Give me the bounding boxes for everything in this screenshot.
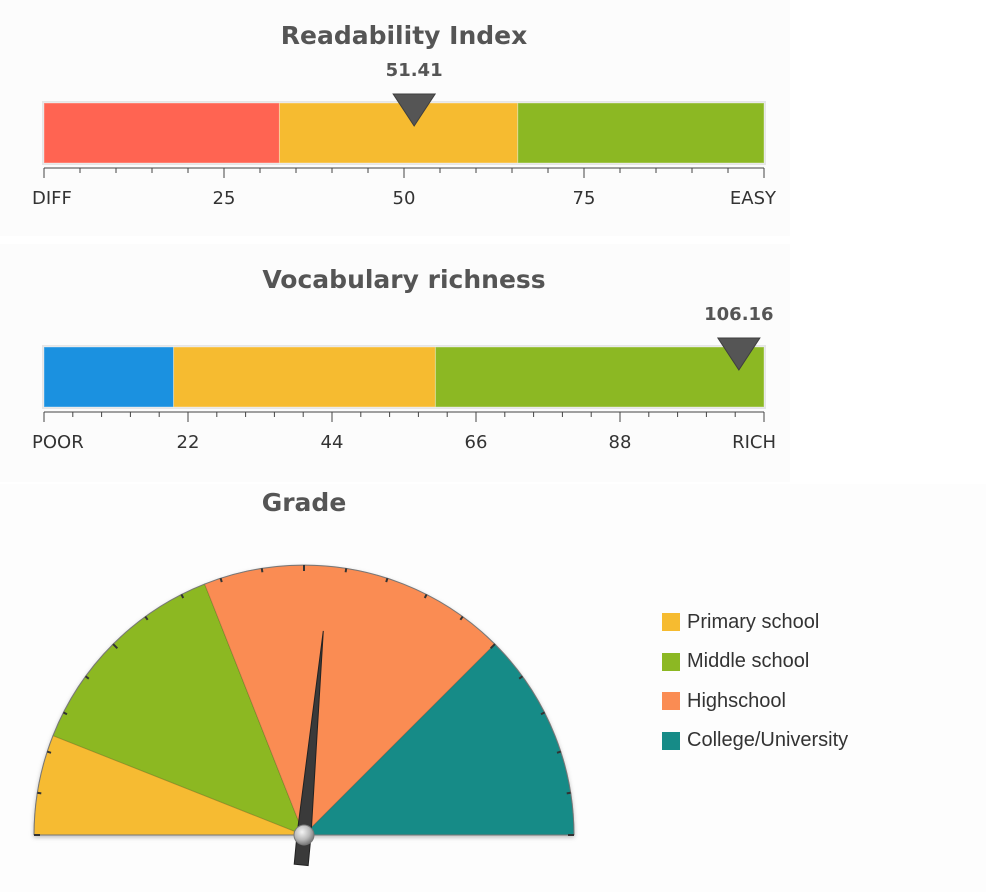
readability-gauge-panel: Readability Index DIFF 25 50 75 EASY 51.41 <box>0 0 790 236</box>
grade-tick <box>219 577 223 583</box>
gauge-tick-label: 88 <box>609 432 632 453</box>
gauge-band <box>278 102 519 164</box>
grade-tick <box>540 711 546 716</box>
legend-item-primary-school[interactable]: Primary school <box>662 610 848 633</box>
grade-tick <box>84 675 90 680</box>
gauge-tick-label: DIFF <box>32 188 72 209</box>
grade-tick <box>260 568 264 573</box>
readability-gauge-svg: Readability Index DIFF 25 50 75 EASY 51.41 <box>32 21 777 209</box>
gauge-tick-label: 75 <box>573 188 596 209</box>
legend-item-highschool[interactable]: Highschool <box>662 689 848 712</box>
grade-tick <box>144 615 149 621</box>
grade-tick <box>62 711 68 716</box>
grade-tick <box>385 577 389 583</box>
legend-swatch <box>662 692 680 710</box>
readability-ticks: DIFF 25 50 75 EASY <box>32 167 777 209</box>
legend-label: Middle school <box>687 650 810 672</box>
legend-label: Primary school <box>687 610 820 633</box>
legend-label: College/University <box>687 729 849 751</box>
gauge-band <box>43 102 280 164</box>
legend-swatch <box>662 652 680 671</box>
legend-label: Highschool <box>687 689 786 712</box>
vocabulary-marker: 106.16 <box>704 304 774 371</box>
grade-title: Grade <box>262 488 347 517</box>
gauge-band <box>43 346 175 408</box>
grade-tick <box>518 675 524 680</box>
grade-ticks <box>34 565 574 836</box>
gauge-tick-label: 25 <box>213 188 236 209</box>
gauge-tick-label: 44 <box>321 432 344 453</box>
vocabulary-bands <box>42 345 766 409</box>
readability-marker: 51.41 <box>386 60 443 127</box>
gauge-value-marker <box>716 337 761 371</box>
readability-bands <box>42 101 766 165</box>
gauge-tick-label: POOR <box>32 432 84 453</box>
grade-needle-pivot <box>293 824 315 846</box>
gauge-value-label: 51.41 <box>386 60 443 81</box>
legend-swatch <box>662 731 680 750</box>
grade-tick <box>37 791 42 795</box>
gauge-band <box>517 102 765 164</box>
gauge-value-label: 106.16 <box>704 304 773 325</box>
gauge-tick-label: 66 <box>465 432 488 453</box>
gauge-tick-label: EASY <box>730 188 777 209</box>
grade-gauge-panel: Grade Primary school Middle school Highs… <box>0 484 986 892</box>
grade-tick <box>46 750 52 754</box>
gauge-value-marker <box>392 93 437 127</box>
vocabulary-ticks: POOR 22 44 66 88 RICH <box>32 411 776 453</box>
grade-legend: Primary school Middle school Highschool … <box>662 610 849 770</box>
gauge-tick-label: RICH <box>732 432 776 453</box>
grade-tick <box>459 615 464 621</box>
gauge-band <box>434 346 765 408</box>
gauge-band <box>173 346 436 408</box>
grade-needle <box>293 630 324 867</box>
vocabulary-gauge-svg: Vocabulary richness POOR 22 44 66 88 RICH 106… <box>32 265 776 453</box>
readability-title: Readability Index <box>281 21 527 50</box>
grade-gauge-svg: Grade <box>33 488 575 867</box>
grade-tick <box>489 643 496 650</box>
legend-item-college-university[interactable]: College/University <box>662 729 849 751</box>
grade-tick <box>180 593 185 599</box>
legend-item-middle-school[interactable]: Middle school <box>662 650 848 672</box>
grade-tick <box>566 791 571 795</box>
grade-tick <box>556 750 562 754</box>
gauge-tick-label: 22 <box>177 432 200 453</box>
grade-tick <box>423 593 428 599</box>
vocabulary-gauge-panel: Vocabulary richness POOR 22 44 66 88 RICH 106… <box>0 244 790 482</box>
legend-swatch <box>662 613 680 631</box>
grade-needle-shape <box>293 630 324 867</box>
grade-tick <box>112 643 119 650</box>
vocabulary-title: Vocabulary richness <box>262 265 545 294</box>
gauge-tick-label: 50 <box>393 188 416 209</box>
grade-tick <box>344 568 348 573</box>
